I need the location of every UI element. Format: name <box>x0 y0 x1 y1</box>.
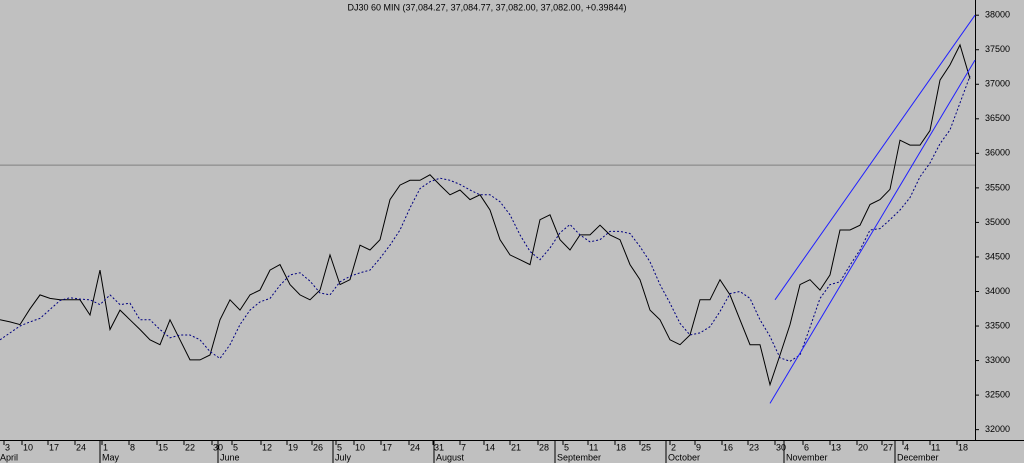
x-tick-label: 7 <box>461 442 466 452</box>
x-tick-label: 17 <box>382 442 392 452</box>
x-tick-label: 3 <box>5 442 10 452</box>
y-tick-label: 36000 <box>985 148 1010 158</box>
month-label: October <box>668 452 700 462</box>
x-tick-label: 10 <box>355 442 365 452</box>
x-tick-label: 6 <box>804 442 809 452</box>
x-tick-label: 9 <box>696 442 701 452</box>
y-tick-label: 35500 <box>985 182 1010 192</box>
y-tick-label: 32000 <box>985 424 1010 434</box>
x-tick-label: 15 <box>158 442 168 452</box>
x-tick-label: 5 <box>564 442 569 452</box>
x-tick-label: 1 <box>103 442 108 452</box>
y-tick-label: 35000 <box>985 217 1010 227</box>
x-tick-label: 25 <box>641 442 651 452</box>
x-tick-label: 24 <box>410 442 420 452</box>
price-line <box>0 43 971 387</box>
x-tick-label: 10 <box>23 442 33 452</box>
y-tick-label: 34000 <box>985 286 1010 296</box>
x-tick-label: 8 <box>130 442 135 452</box>
x-tick-label: 26 <box>313 442 323 452</box>
x-tick-label: 5 <box>337 442 342 452</box>
x-tick-label: 4 <box>904 442 909 452</box>
month-label: November <box>786 452 828 462</box>
x-tick-label: 23 <box>749 442 759 452</box>
x-tick-label: 31 <box>434 442 444 452</box>
trend-line <box>774 14 976 301</box>
month-label: June <box>220 452 240 462</box>
month-label: May <box>102 452 120 462</box>
x-tick-label: 21 <box>511 442 521 452</box>
x-tick-label: 11 <box>589 442 598 452</box>
moving-average <box>0 75 971 362</box>
chart-title: DJ30 60 MIN (37,084.27, 37,084.77, 37,08… <box>348 2 627 12</box>
y-tick-label: 33500 <box>985 320 1010 330</box>
y-tick-label: 36500 <box>985 113 1010 123</box>
x-tick-label: 18 <box>616 442 626 452</box>
y-tick-label: 33000 <box>985 355 1010 365</box>
y-tick-label: 32500 <box>985 389 1010 399</box>
y-tick-label: 34500 <box>985 251 1010 261</box>
y-tick-label: 38000 <box>985 10 1010 20</box>
y-tick-label: 37500 <box>985 44 1010 54</box>
x-tick-label: 22 <box>185 442 195 452</box>
x-tick-label: 30 <box>776 442 786 452</box>
x-tick-label: 20 <box>858 442 868 452</box>
x-tick-label: 24 <box>76 442 86 452</box>
month-label: December <box>897 452 939 462</box>
y-tick-label: 37000 <box>985 79 1010 89</box>
month-label: August <box>436 452 465 462</box>
month-label: September <box>557 452 601 462</box>
x-tick-label: 13 <box>831 442 841 452</box>
x-tick-label: 19 <box>288 442 298 452</box>
x-tick-label: 2 <box>671 442 676 452</box>
trend-line <box>769 59 976 404</box>
x-tick-label: 11 <box>931 442 940 452</box>
month-label: April <box>0 452 18 462</box>
x-tick-label: 14 <box>485 442 495 452</box>
x-tick-label: 27 <box>883 442 893 452</box>
x-tick-label: 5 <box>233 442 238 452</box>
month-label: July <box>335 452 352 462</box>
x-tick-label: 18 <box>958 442 968 452</box>
x-tick-label: 28 <box>539 442 549 452</box>
x-tick-label: 17 <box>49 442 59 452</box>
x-tick-label: 16 <box>723 442 733 452</box>
x-tick-label: 12 <box>262 442 272 452</box>
